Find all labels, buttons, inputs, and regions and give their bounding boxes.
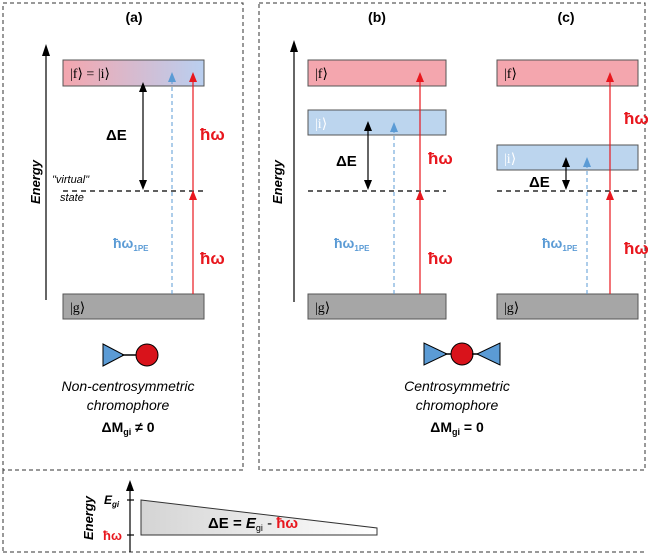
virtual-state-label-1: "virtual": [52, 174, 90, 186]
state-f-c: [496, 59, 639, 87]
hw-tick-label: ħω: [103, 528, 122, 543]
photon-label-upper: ħω: [200, 125, 225, 144]
panel-bc-frame: [258, 2, 646, 471]
egi-e: E: [104, 493, 113, 507]
formula-delta: ΔE =: [208, 515, 246, 532]
photon-arrowhead-upper: [189, 72, 197, 82]
one-pe-hw: ħω: [113, 235, 134, 251]
formula-e: E: [246, 515, 257, 532]
delta-e-arrowhead-up-b: [364, 121, 372, 131]
one-pe-arrowhead-b: [390, 122, 398, 132]
bottom-energy-label: Energy: [81, 495, 96, 540]
ground-state-b-label: |g⟩: [315, 301, 330, 316]
one-pe-arrowhead: [168, 72, 176, 82]
caption-bc-line-1: Centrosymmetric: [404, 378, 510, 394]
photon-label-lower-c: ħω: [624, 239, 648, 258]
delta-e-label-c: ΔE: [529, 174, 550, 191]
state-f-b-label: |f⟩: [315, 67, 328, 82]
one-pe-label-c: ħω1PE: [542, 235, 578, 253]
virtual-state-label-2: state: [60, 192, 84, 204]
state-f-equals-i: [62, 59, 205, 87]
dipole-a: ΔMgi ≠ 0: [102, 419, 155, 437]
photon-arrowhead-upper-c: [606, 72, 614, 82]
one-pe-hw-b: ħω: [334, 235, 355, 251]
energy-axis-label: Energy: [28, 159, 43, 204]
delta-e-arrowhead-down-c: [562, 180, 570, 190]
egi-sub: gi: [111, 500, 120, 509]
photon-arrowhead-lower: [189, 190, 197, 200]
photon-label-lower-b: ħω: [428, 249, 453, 268]
one-pe-label-b: ħω1PE: [334, 235, 370, 253]
one-pe-label: ħω1PE: [113, 235, 149, 253]
ground-state-c: [496, 293, 639, 320]
energy-axis-label-b: Energy: [270, 159, 285, 204]
dipole-bc: ΔMgi = 0: [430, 419, 484, 437]
acceptor-triangle-left: [423, 342, 449, 366]
one-pe-sub: 1PE: [133, 244, 149, 253]
acceptor-triangle: [102, 343, 126, 367]
caption-bc-line-2: chromophore: [416, 397, 499, 413]
one-pe-hw-c: ħω: [542, 235, 563, 251]
panel-a: (a) Energy |f⟩ = |i⟩ |g⟩ "virtual" state…: [28, 9, 225, 437]
formula-sub: gi: [256, 523, 263, 533]
donor-circle-center: [450, 342, 474, 366]
ground-state-label: |g⟩: [70, 301, 85, 316]
panel-b: (b) Energy |f⟩ |i⟩ |g⟩ ΔE ħω1PE ħω ħω: [270, 9, 453, 320]
delta-e-arrowhead-down: [139, 180, 147, 190]
ground-state-b: [307, 293, 447, 320]
caption-a-line-2: chromophore: [87, 397, 170, 413]
acceptor-triangle-right: [475, 342, 501, 366]
ground-state: [62, 293, 205, 320]
panel-c: (c) |f⟩ |i⟩ |g⟩ ΔE ħω1PE ħω ħω: [496, 9, 648, 320]
dipole-a-rest: ≠ 0: [131, 419, 154, 435]
panel-a-label: (a): [125, 9, 142, 25]
one-pe-arrowhead-c: [583, 157, 591, 167]
formula-hw: ħω: [276, 515, 298, 532]
detuning-formula: ΔE = Egi - ħω: [208, 515, 298, 533]
dipole-a-sub: gi: [123, 427, 131, 437]
dipole-bc-sub: gi: [452, 427, 460, 437]
photon-arrowhead-upper-b: [416, 72, 424, 82]
photon-label-lower: ħω: [200, 249, 225, 268]
photon-arrowhead-lower-b: [416, 190, 424, 200]
state-f-c-label: |f⟩: [504, 67, 517, 82]
one-pe-sub-b: 1PE: [354, 244, 370, 253]
energy-axis-arrowhead-b: [290, 40, 298, 52]
photon-arrowhead-lower-c: [606, 190, 614, 200]
panel-b-label: (b): [368, 9, 386, 25]
dipole-a-main: ΔM: [102, 419, 124, 435]
delta-e-arrowhead-up: [139, 82, 147, 92]
delta-e-label: ΔE: [106, 127, 127, 144]
dipole-bc-main: ΔM: [430, 419, 452, 435]
detuning-wedge: [140, 499, 378, 536]
ground-state-c-label: |g⟩: [504, 301, 519, 316]
photon-label-upper-c: ħω: [624, 109, 648, 128]
state-i-b: [307, 109, 447, 136]
dipole-bc-rest: = 0: [460, 419, 484, 435]
panel-a-frame: [2, 2, 244, 471]
bottom-energy-arrowhead: [126, 480, 134, 491]
chromophore-centrosymmetric: [423, 342, 501, 366]
energy-axis-arrowhead: [42, 44, 50, 56]
donor-circle: [135, 343, 159, 367]
one-pe-sub-c: 1PE: [562, 244, 578, 253]
energy-detuning-wedge: Energy Egi ħω ΔE = Egi - ħω: [81, 480, 378, 552]
formula-minus: -: [263, 515, 276, 532]
state-f-b: [307, 59, 447, 87]
egi-tick-label: Egi: [104, 493, 120, 509]
panel-c-label: (c): [557, 9, 574, 25]
caption-a-line-1: Non-centrosymmetric: [61, 378, 194, 394]
delta-e-arrowhead-up-c: [562, 157, 570, 167]
photon-label-upper-b: ħω: [428, 149, 453, 168]
state-i-b-label: |i⟩: [315, 117, 327, 132]
state-i-c-label: |i⟩: [504, 152, 516, 167]
delta-e-arrowhead-down-b: [364, 180, 372, 190]
delta-e-label-b: ΔE: [336, 153, 357, 170]
chromophore-non-centrosymmetric: [102, 343, 159, 367]
state-f-equals-i-label: |f⟩ = |i⟩: [70, 67, 110, 82]
